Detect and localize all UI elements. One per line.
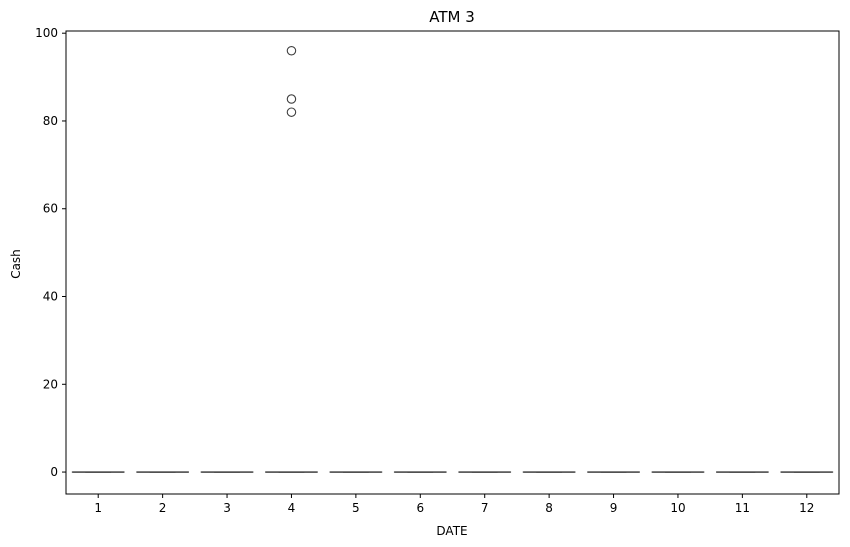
x-tick-label-4: 4 xyxy=(288,501,296,515)
x-tick-label-12: 12 xyxy=(799,501,814,515)
chart-title: ATM 3 xyxy=(429,8,475,26)
chart-marks xyxy=(71,45,834,473)
y-tick-label-60: 60 xyxy=(43,202,58,216)
x-tick-label-5: 5 xyxy=(352,501,360,515)
y-tick-label-100: 100 xyxy=(35,26,58,40)
x-tick-label-10: 10 xyxy=(670,501,685,515)
y-tick-label-0: 0 xyxy=(50,465,58,479)
outlier-point-4-1 xyxy=(286,94,297,104)
x-tick-label-1: 1 xyxy=(94,501,102,515)
x-tick-label-6: 6 xyxy=(416,501,424,515)
y-tick-label-80: 80 xyxy=(43,114,58,128)
y-axis-label: Cash xyxy=(9,249,23,279)
x-tick-label-3: 3 xyxy=(223,501,231,515)
y-tick-label-40: 40 xyxy=(43,290,58,304)
x-tick-label-2: 2 xyxy=(159,501,167,515)
x-tick-label-9: 9 xyxy=(610,501,618,515)
y-tick-label-20: 20 xyxy=(43,377,58,391)
outlier-point-4-0 xyxy=(286,45,297,56)
x-tick-label-8: 8 xyxy=(545,501,553,515)
x-tick-label-11: 11 xyxy=(735,501,750,515)
box-group-4 xyxy=(265,45,318,473)
plot-frame xyxy=(65,30,840,495)
x-axis-label: DATE xyxy=(436,524,467,538)
outlier-point-4-2 xyxy=(286,107,297,117)
x-tick-label-7: 7 xyxy=(481,501,489,515)
